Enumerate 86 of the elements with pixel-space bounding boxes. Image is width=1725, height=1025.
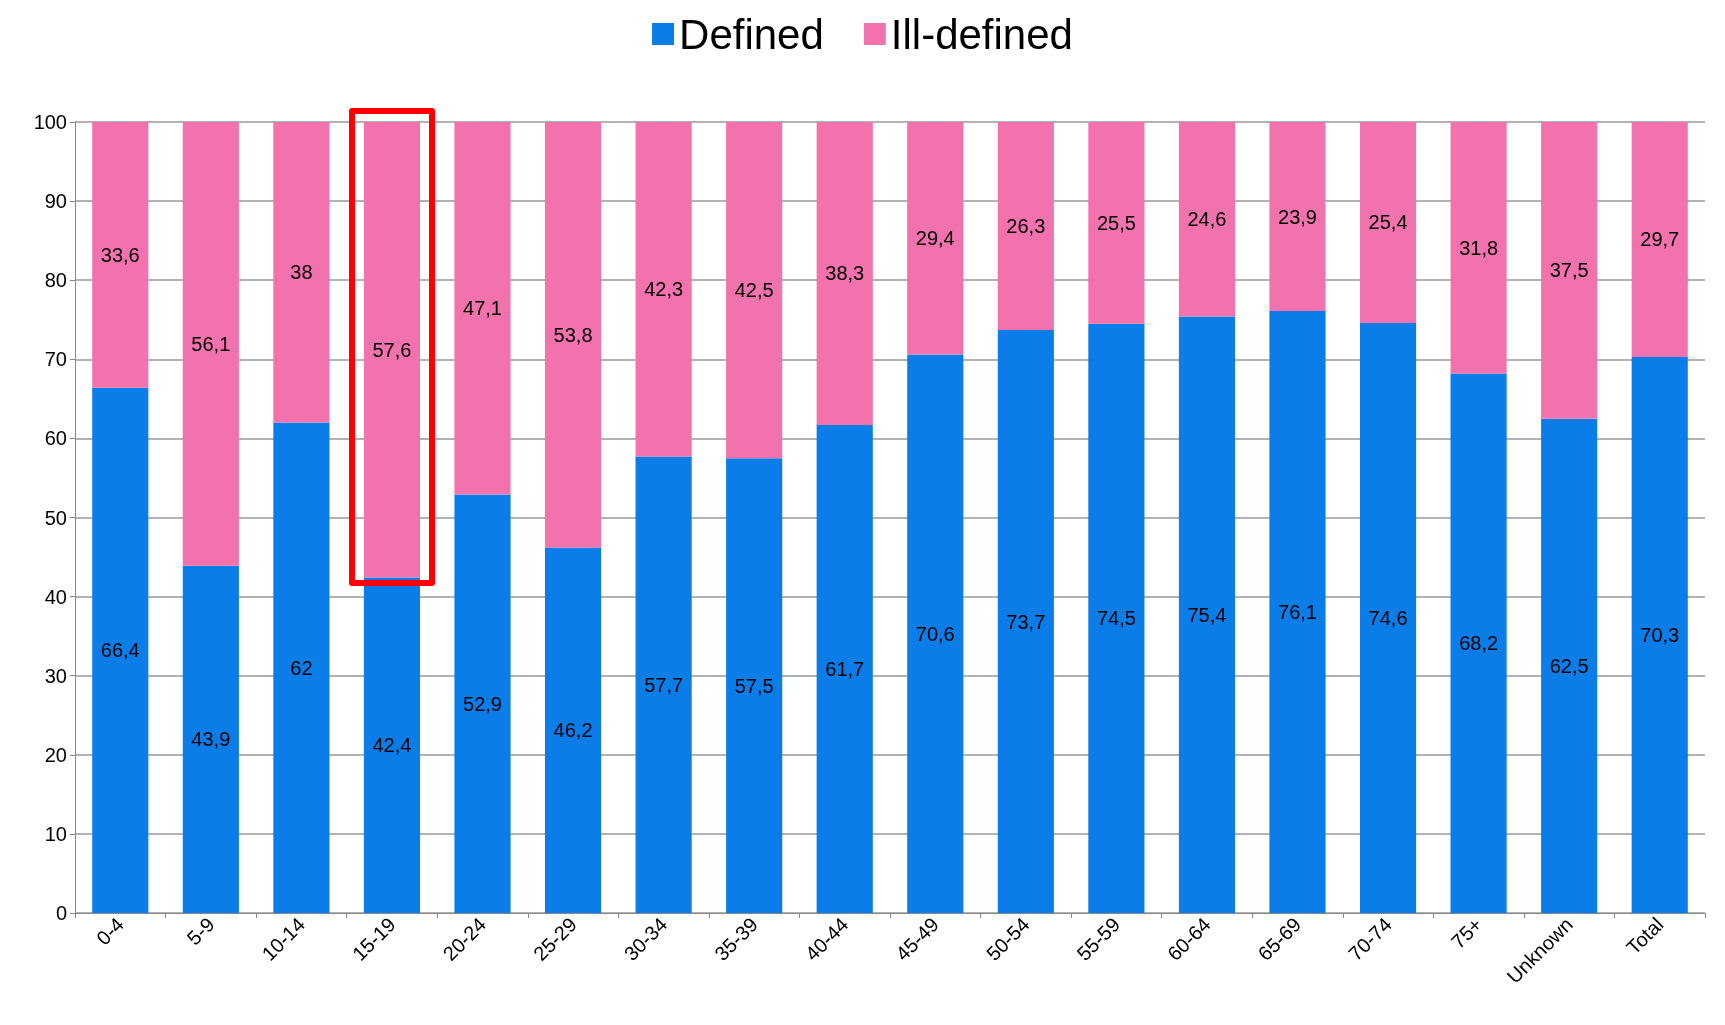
bar	[635, 122, 692, 457]
bar	[454, 494, 511, 913]
bar	[1631, 122, 1688, 357]
y-tick-label: 0	[55, 902, 67, 924]
data-label: 42,5	[734, 279, 774, 302]
data-label: 33,6	[100, 243, 140, 266]
data-label: 25,5	[1096, 211, 1136, 234]
data-label: 43,9	[191, 728, 231, 751]
x-tick-label: 75+	[1446, 913, 1487, 953]
bar	[1269, 122, 1326, 312]
data-label: 74,5	[1096, 607, 1136, 630]
bar	[907, 122, 964, 355]
y-tick-label: 80	[44, 269, 67, 292]
data-label: 24,6	[1187, 208, 1227, 231]
bar	[182, 122, 239, 566]
data-label: 38	[290, 261, 313, 284]
data-label: 23,9	[1278, 205, 1317, 228]
bar	[1088, 122, 1145, 324]
data-label: 57,5	[734, 674, 774, 697]
x-tick-label: 0-4	[92, 913, 129, 950]
bar	[182, 565, 239, 913]
data-label: 68,2	[1459, 632, 1499, 655]
bar	[273, 122, 330, 423]
data-label: 26,3	[1006, 215, 1046, 238]
data-label: 74,6	[1368, 606, 1408, 629]
bar	[273, 422, 330, 913]
bar	[1178, 122, 1236, 317]
y-tick-label: 50	[44, 506, 67, 529]
data-label: 66,4	[100, 639, 140, 662]
bar	[92, 122, 149, 388]
bar	[1541, 122, 1598, 419]
data-label: 56,1	[191, 332, 231, 355]
bar	[1178, 316, 1236, 913]
legend-label: Defined	[679, 10, 824, 58]
y-tick-label: 30	[44, 664, 67, 687]
data-label: 57,7	[644, 673, 684, 696]
bar	[454, 122, 511, 495]
bar	[997, 122, 1054, 331]
bar	[907, 354, 964, 913]
y-tick-label: 70	[44, 348, 67, 371]
y-tick-label: 100	[33, 111, 67, 133]
data-label: 25,4	[1368, 211, 1408, 234]
data-label: 46,2	[553, 719, 593, 742]
data-label: 73,7	[1006, 610, 1046, 633]
data-label: 42,3	[644, 278, 684, 301]
bar	[1450, 122, 1507, 374]
data-label: 70,6	[915, 622, 955, 645]
legend-label: Ill-defined	[890, 10, 1073, 58]
data-label: 29,7	[1640, 228, 1680, 251]
data-label: 52,9	[463, 692, 502, 715]
y-tick-label: 20	[44, 743, 67, 766]
bar	[1269, 311, 1326, 913]
bar	[816, 122, 873, 425]
bar	[1359, 322, 1417, 913]
bar	[997, 330, 1054, 913]
data-label: 31,8	[1459, 236, 1499, 259]
data-label: 38,3	[825, 262, 865, 285]
bar	[1450, 373, 1507, 913]
data-label: 57,6	[372, 338, 412, 361]
data-label: 61,7	[825, 657, 865, 680]
bar	[816, 424, 873, 913]
data-label: 37,5	[1549, 259, 1589, 282]
bar	[635, 456, 692, 913]
bar	[544, 122, 602, 548]
data-label: 29,4	[915, 227, 955, 250]
bar	[1359, 122, 1417, 323]
bar	[92, 387, 149, 913]
data-label: 53,8	[553, 323, 593, 346]
x-tick-label: 5-9	[182, 913, 219, 950]
bar	[726, 122, 783, 459]
bar	[726, 458, 783, 913]
data-label: 47,1	[463, 297, 502, 320]
y-tick-label: 40	[44, 585, 67, 608]
bar	[1088, 323, 1145, 913]
data-label: 75,4	[1187, 603, 1227, 626]
bar	[544, 547, 602, 913]
bar	[1541, 418, 1598, 913]
data-label: 76,1	[1278, 601, 1317, 624]
data-label: 62	[290, 656, 313, 679]
bar	[1631, 356, 1688, 913]
data-label: 42,4	[372, 734, 412, 757]
y-tick-label: 60	[44, 427, 67, 450]
data-label: 62,5	[1549, 654, 1589, 677]
y-tick-label: 90	[44, 190, 67, 213]
y-tick-label: 10	[44, 822, 67, 845]
data-label: 70,3	[1640, 623, 1680, 646]
